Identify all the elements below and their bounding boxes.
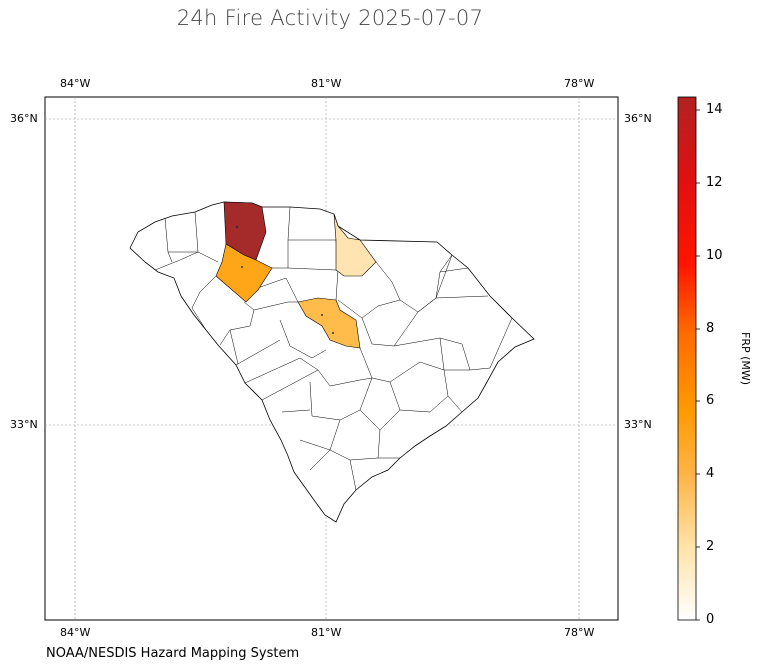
fire-point <box>321 314 323 316</box>
lon-tick-top-84w: 84°W <box>60 77 91 90</box>
colorbar-tick-label: 6 <box>706 393 715 408</box>
colorbar-tick-label: 2 <box>706 539 715 554</box>
lat-tick-right-33n: 33°N <box>624 418 652 431</box>
colorbar-tick-label: 10 <box>706 248 723 263</box>
colorbar-tick-label: 0 <box>706 612 715 627</box>
lat-tick-right-36n: 36°N <box>624 112 652 125</box>
fire-point <box>241 266 243 268</box>
colorbar-label: FRP (MW) <box>739 332 752 386</box>
map-title: 24h Fire Activity 2025-07-07 <box>176 6 484 30</box>
county-north-central <box>333 213 377 277</box>
county-boundaries <box>154 206 513 491</box>
lon-tick-bottom-84w: 84°W <box>60 626 91 639</box>
lon-tick-top-78w: 78°W <box>564 77 595 90</box>
county-midlands <box>297 297 361 349</box>
colorbar-ticks <box>696 109 700 621</box>
colorbar-tick-label: 14 <box>706 102 723 117</box>
colorbar-tick-label: 12 <box>706 175 723 190</box>
county-upstate <box>215 243 273 303</box>
data-source-credit: NOAA/NESDIS Hazard Mapping System <box>46 646 300 661</box>
fire-point <box>235 225 239 229</box>
lon-tick-top-81w: 81°W <box>311 77 342 90</box>
lon-tick-bottom-81w: 81°W <box>311 626 342 639</box>
fire-point <box>332 332 334 334</box>
lon-tick-bottom-78w: 78°W <box>564 626 595 639</box>
fire-points <box>235 225 334 334</box>
colorbar-tick-label: 4 <box>706 466 715 481</box>
lat-tick-left-33n: 33°N <box>10 418 38 431</box>
colorbar-tick-label: 8 <box>706 321 715 336</box>
lat-tick-left-36n: 36°N <box>10 112 38 125</box>
colorbar <box>677 96 697 621</box>
